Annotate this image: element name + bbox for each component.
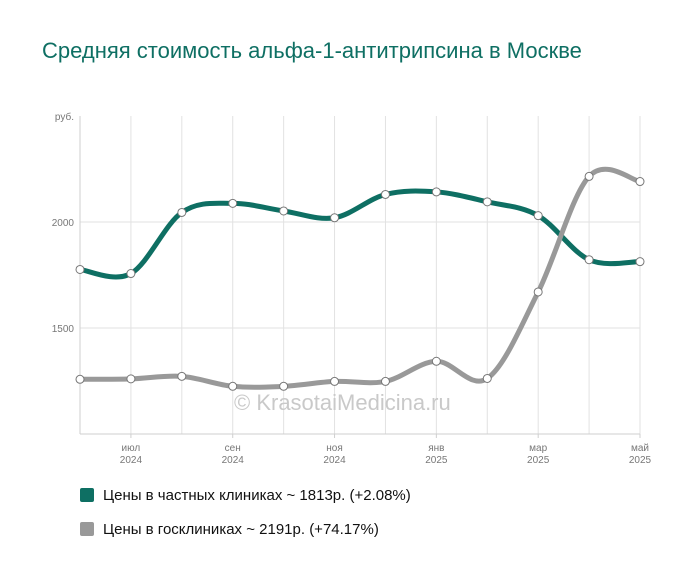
x-tick-label-year: 2025 xyxy=(425,455,448,466)
y-axis: руб. 1500 2000 xyxy=(52,111,81,434)
data-point-public xyxy=(635,177,645,187)
data-point-private xyxy=(380,189,390,199)
data-point-public xyxy=(126,374,136,384)
x-tick-label-year: 2025 xyxy=(527,455,550,466)
y-tick-label: 1500 xyxy=(52,324,75,335)
data-point-public xyxy=(380,376,390,386)
data-point-private xyxy=(279,206,289,216)
x-tick-label-year: 2025 xyxy=(629,455,652,466)
data-point-private xyxy=(126,269,136,279)
data-point-public xyxy=(330,376,340,386)
data-point-private xyxy=(330,213,340,223)
series-line-private xyxy=(77,188,643,280)
data-point-private xyxy=(635,257,645,267)
data-point-public xyxy=(431,356,441,366)
chart-title: Средняя стоимость альфа-1-антитрипсина в… xyxy=(42,38,582,63)
legend-swatch-public xyxy=(80,522,94,536)
data-point-private xyxy=(177,207,187,217)
x-tick-label-year: 2024 xyxy=(222,455,245,466)
legend: Цены в частных клиниках ~ 1813р. (+2.08%… xyxy=(80,484,411,552)
data-point-private xyxy=(533,211,543,221)
x-tick-label-month: май xyxy=(631,443,649,454)
data-point-public xyxy=(584,171,594,181)
grid xyxy=(79,116,641,434)
data-point-public xyxy=(279,381,289,391)
x-tick-label-year: 2024 xyxy=(120,455,143,466)
watermark: © KrasotaiMedicina.ru xyxy=(234,390,451,415)
x-tick-label-month: мар xyxy=(529,443,547,454)
data-point-private xyxy=(228,198,238,208)
data-point-public xyxy=(228,381,238,391)
series-points xyxy=(75,171,645,391)
legend-label-private: Цены в частных клиниках ~ 1813р. (+2.08%… xyxy=(103,486,411,504)
x-tick-label-month: июл xyxy=(122,443,141,454)
data-point-private xyxy=(431,187,441,197)
x-axis: июл2024сен2024ноя2024янв2025мар2025май20… xyxy=(80,433,652,466)
data-point-public xyxy=(177,371,187,381)
data-point-public xyxy=(75,374,85,384)
x-tick-label-year: 2024 xyxy=(323,455,346,466)
legend-swatch-private xyxy=(80,488,94,502)
series-lines xyxy=(77,166,643,390)
data-point-private xyxy=(75,264,85,274)
y-axis-unit-label: руб. xyxy=(55,111,74,123)
series-line-public xyxy=(77,166,643,390)
legend-item-public[interactable]: Цены в госклиниках ~ 2191р. (+74.17%) xyxy=(80,518,411,540)
y-tick-label: 2000 xyxy=(52,218,75,229)
legend-item-private[interactable]: Цены в частных клиниках ~ 1813р. (+2.08%… xyxy=(80,484,411,506)
x-tick-label-month: сен xyxy=(225,443,241,454)
data-point-public xyxy=(533,287,543,297)
data-point-private xyxy=(482,197,492,207)
data-point-private xyxy=(584,255,594,265)
data-point-public xyxy=(482,373,492,383)
x-tick-label-month: ноя xyxy=(326,443,343,454)
legend-label-public: Цены в госклиниках ~ 2191р. (+74.17%) xyxy=(103,520,379,538)
x-tick-label-month: янв xyxy=(428,443,444,454)
